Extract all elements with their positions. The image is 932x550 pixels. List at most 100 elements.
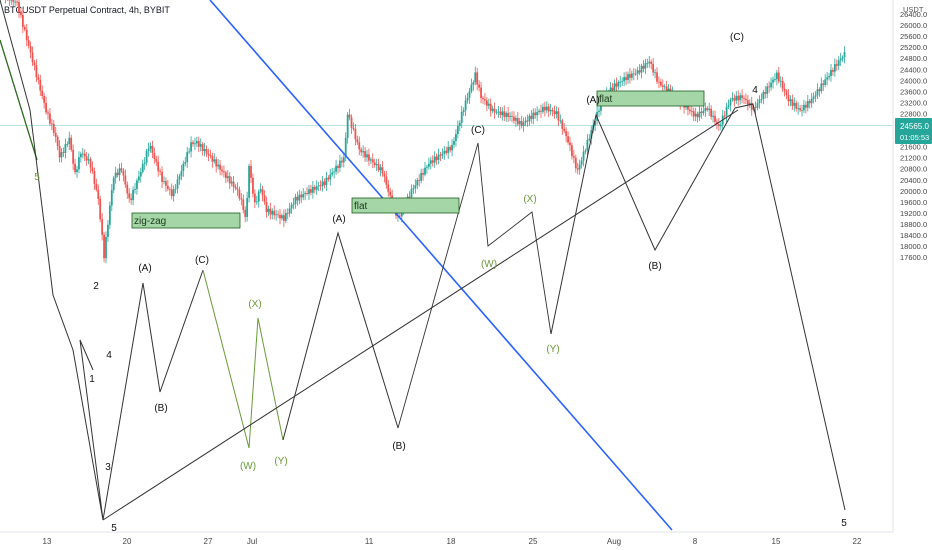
price-tick-label: 24400.0	[900, 65, 927, 74]
candle-body	[45, 102, 47, 113]
candle-body	[155, 158, 158, 162]
candle-body	[310, 189, 312, 193]
candle-body	[412, 188, 415, 190]
candle-body	[818, 89, 821, 92]
candle-body	[737, 95, 740, 101]
candle-body	[580, 160, 583, 165]
wave-label: (A)	[332, 214, 345, 225]
candle-body	[130, 198, 133, 201]
candle-body	[342, 157, 345, 163]
wave-label-green: 5	[34, 172, 40, 183]
candle-body	[236, 188, 239, 190]
candle-body	[766, 86, 769, 94]
candle-body	[279, 214, 281, 219]
price-tick-label: 26000.0	[900, 21, 927, 30]
candle-body	[501, 111, 504, 116]
candle-body	[661, 85, 664, 88]
candle-body	[197, 141, 200, 147]
candle-body	[344, 137, 347, 158]
candle-body	[172, 189, 175, 197]
candle-body	[362, 151, 365, 153]
candle-body	[414, 185, 417, 189]
candle-body	[41, 90, 44, 96]
time-tick-label: 20	[123, 537, 132, 546]
wave-label: 1	[89, 374, 95, 385]
candle-body	[495, 111, 498, 113]
candle-body	[652, 63, 655, 73]
candle-body	[702, 110, 705, 113]
candle-body	[134, 189, 136, 190]
candle-body	[830, 70, 832, 77]
price-tick-label: 20000.0	[900, 187, 927, 196]
candle-body	[122, 170, 125, 176]
candle-body	[685, 105, 687, 108]
candle-body	[70, 137, 73, 150]
wave-label: (A)	[138, 263, 151, 274]
candle-body	[147, 148, 150, 152]
candle-body	[327, 177, 330, 180]
candle-body	[582, 151, 585, 161]
candle-body	[47, 112, 49, 114]
candle-body	[112, 177, 115, 191]
candle-body	[161, 171, 163, 182]
candle-body	[201, 144, 204, 152]
candle-body	[789, 99, 792, 102]
candle-body	[79, 153, 82, 158]
candle-body	[812, 96, 815, 99]
candle-body	[373, 162, 376, 166]
candle-body	[772, 79, 774, 83]
candle-body	[551, 110, 554, 112]
candle-body	[205, 149, 208, 154]
time-tick-label: 25	[529, 537, 538, 546]
candle-body	[137, 176, 140, 181]
candle-body	[232, 181, 235, 187]
wave-label: 3	[105, 462, 111, 473]
price-tick-label: 23200.0	[900, 98, 927, 107]
candle-body	[339, 160, 341, 168]
candle-body	[426, 166, 428, 168]
candle-body	[739, 95, 742, 101]
candle-body	[340, 160, 343, 163]
candle-body	[375, 164, 378, 166]
candle-body	[381, 167, 384, 174]
candle-body	[139, 171, 142, 177]
candle-body	[294, 196, 297, 204]
candle-body	[165, 181, 167, 186]
candle-body	[468, 91, 471, 98]
candle-body	[449, 146, 452, 151]
wave-line-left	[0, 0, 104, 521]
candle-body	[8, 0, 11, 1]
candle-body	[29, 45, 32, 53]
candle-body	[190, 142, 192, 152]
candle-body	[39, 79, 42, 91]
candle-body	[644, 63, 647, 69]
candle-body	[116, 172, 119, 176]
candle-body	[536, 112, 539, 116]
candle-body	[764, 92, 767, 94]
candle-body	[431, 160, 434, 163]
candle-body	[538, 110, 540, 113]
time-tick-label: 11	[365, 537, 374, 546]
candle-body	[257, 191, 260, 202]
candle-body	[625, 77, 627, 80]
candle-body	[549, 110, 552, 112]
candle-body	[437, 154, 440, 160]
candle-body	[656, 72, 658, 82]
candle-body	[333, 171, 336, 173]
wave-label-green: (Y)	[274, 456, 287, 467]
candle-body	[456, 126, 459, 134]
candle-body	[132, 189, 134, 201]
candle-body	[499, 111, 502, 116]
candle-body	[458, 122, 461, 127]
wave-label: (A)	[586, 95, 599, 106]
candle-body	[163, 181, 165, 182]
candle-body	[636, 70, 639, 74]
candle-body	[120, 168, 123, 171]
candle-body	[398, 215, 401, 217]
candle-body	[816, 89, 819, 96]
candle-body	[555, 111, 558, 115]
candle-body	[820, 83, 823, 92]
candle-body	[493, 108, 496, 113]
candle-body	[149, 145, 152, 149]
